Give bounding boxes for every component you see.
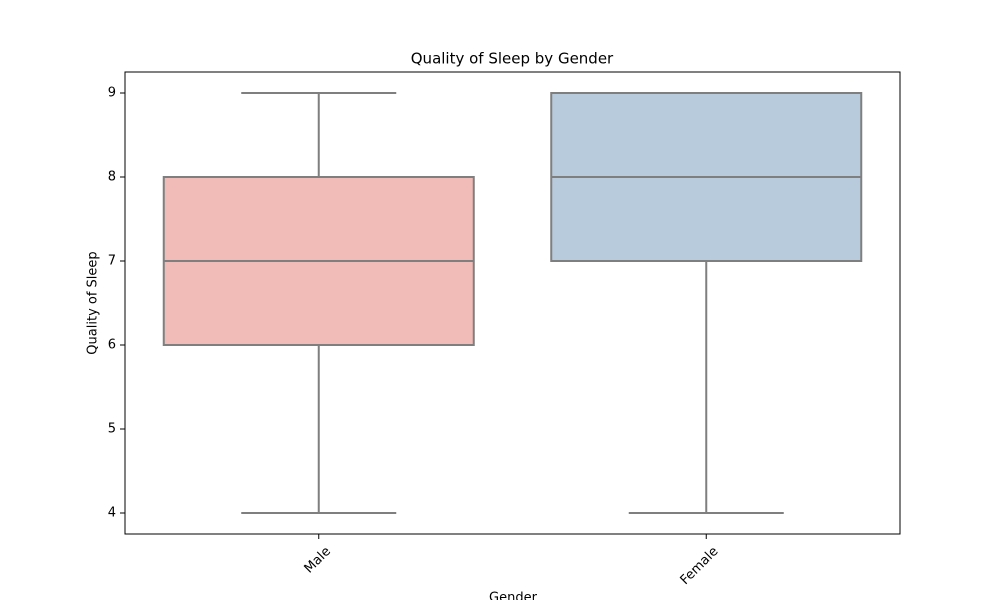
y-tick-label: 5: [108, 422, 116, 437]
y-tick-label: 7: [108, 254, 116, 269]
y-tick-label: 6: [108, 338, 116, 353]
plot-frame: [124, 71, 901, 535]
y-axis-label: Quality of Sleep: [86, 251, 101, 354]
y-tick-label: 4: [108, 506, 116, 521]
y-tick-label: 8: [108, 170, 116, 185]
x-axis-label: Gender: [489, 591, 538, 600]
chart-title: Quality of Sleep by Gender: [411, 50, 614, 68]
y-tick-label: 9: [108, 86, 116, 101]
